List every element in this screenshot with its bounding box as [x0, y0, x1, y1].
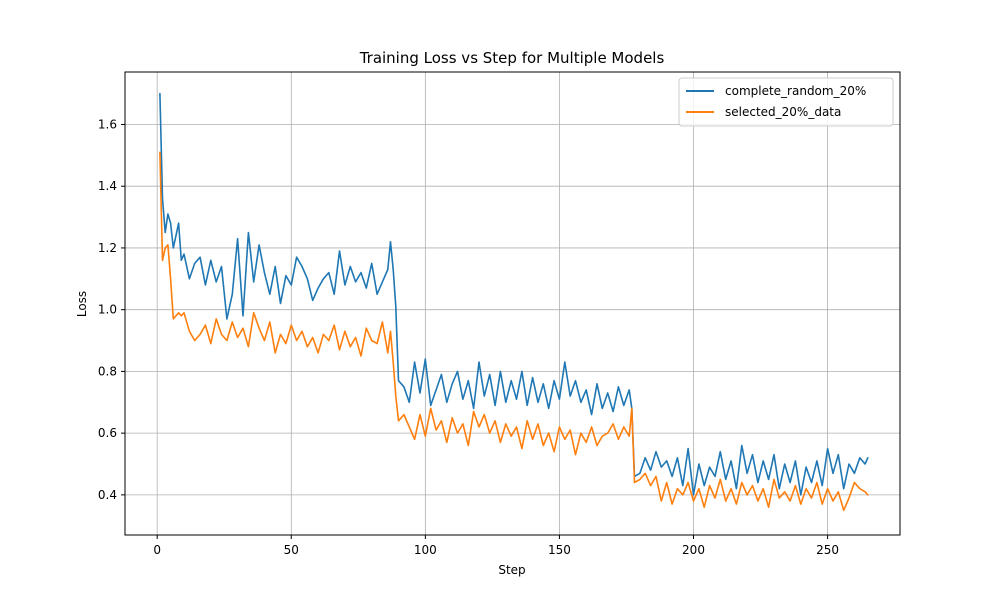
y-axis: 0.4 0.6 0.8 1.0 1.2 1.4 1.6	[98, 117, 125, 502]
series-line-complete-random	[159, 92, 869, 496]
y-axis-title: Loss	[75, 291, 89, 317]
legend-box	[678, 77, 894, 127]
plot-area	[124, 71, 901, 536]
y-tick-label: 1.0	[98, 303, 117, 317]
x-tick-label: 150	[548, 543, 571, 557]
legend: complete_random_20% selected_20%_data	[678, 77, 894, 127]
x-tick-label: 200	[682, 543, 705, 557]
y-tick-label: 1.4	[98, 179, 117, 193]
series-line-selected	[159, 151, 869, 512]
y-tick-label: 0.4	[98, 488, 117, 502]
x-tick-label: 100	[414, 543, 437, 557]
x-tick-label: 50	[284, 543, 299, 557]
legend-label-complete-random: complete_random_20%	[725, 84, 866, 98]
y-tick-label: 1.2	[98, 241, 117, 255]
y-tick-label: 1.6	[98, 117, 117, 131]
legend-label-selected: selected_20%_data	[725, 105, 841, 119]
x-axis-title: Step	[498, 563, 525, 577]
x-tick-label: 250	[816, 543, 839, 557]
plot-frame	[124, 71, 901, 536]
chart-title: Training Loss vs Step for Multiple Model…	[359, 49, 665, 67]
series-lines	[159, 92, 869, 512]
y-tick-label: 0.6	[98, 426, 117, 440]
x-axis: 0 50 100 150 200 250	[153, 535, 839, 557]
x-tick-label: 0	[153, 543, 161, 557]
y-tick-label: 0.8	[98, 364, 117, 378]
